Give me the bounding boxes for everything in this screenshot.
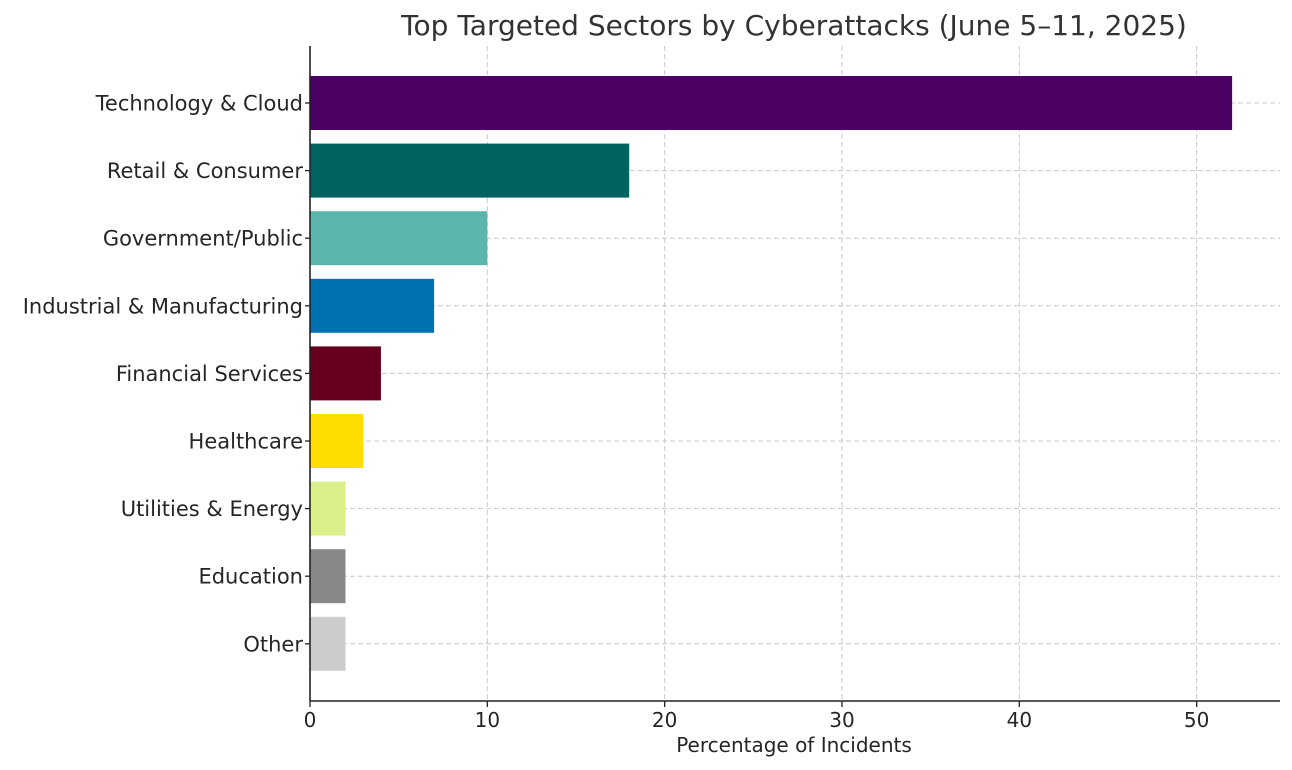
x-tick-label-4: 40: [1007, 708, 1032, 732]
x-tick-labels: 0 10 20 30 40 50: [304, 708, 1210, 732]
bar-6: [310, 481, 346, 536]
y-tick-label-0: Technology & Cloud: [95, 92, 303, 116]
bars: [310, 76, 1233, 671]
bar-8: [310, 616, 346, 671]
bar-2: [310, 211, 488, 266]
y-tick-labels: Technology & Cloud Retail & Consumer Gover…: [23, 92, 304, 657]
x-tick-label-5: 50: [1184, 708, 1209, 732]
y-tick-label-5: Healthcare: [189, 430, 303, 454]
bar-1: [310, 143, 630, 198]
bar-5: [310, 414, 364, 468]
y-tick-label-1: Retail & Consumer: [107, 159, 304, 183]
y-tick-label-3: Industrial & Manufacturing: [23, 294, 303, 318]
y-tick-label-6: Utilities & Energy: [121, 497, 303, 521]
bar-3: [310, 278, 435, 333]
x-tick-label-1: 10: [475, 708, 500, 732]
chart-title: Top Targeted Sectors by Cyberattacks (Ju…: [400, 9, 1187, 42]
y-tick-label-2: Government/Public: [103, 227, 303, 251]
x-tick-label-2: 20: [652, 708, 677, 732]
x-tick-label-3: 30: [829, 708, 854, 732]
y-tick-label-7: Education: [198, 565, 303, 589]
bar-4: [310, 346, 381, 401]
bar-7: [310, 549, 346, 604]
y-tick-label-4: Financial Services: [116, 362, 303, 386]
x-axis-label: Percentage of Incidents: [676, 733, 912, 757]
y-tick-label-8: Other: [243, 632, 303, 656]
bar-0: [310, 76, 1233, 130]
axes: [305, 46, 1280, 707]
x-tick-label-0: 0: [304, 708, 317, 732]
